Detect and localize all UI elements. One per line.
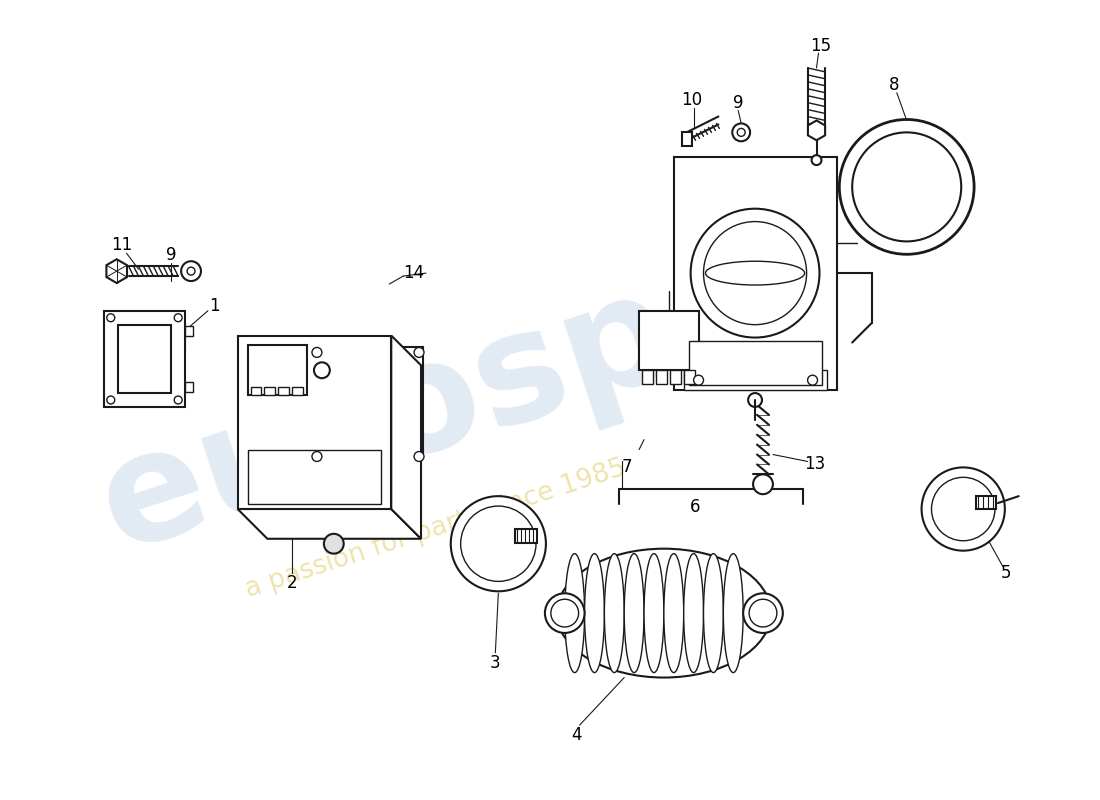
Circle shape	[704, 222, 806, 325]
Bar	[639, 310, 698, 370]
Circle shape	[314, 362, 330, 378]
Circle shape	[839, 119, 975, 254]
Text: eurosp: eurosp	[81, 258, 691, 582]
Circle shape	[691, 209, 820, 338]
Text: a passion for parts since 1985: a passion for parts since 1985	[242, 455, 629, 603]
Bar	[278, 387, 289, 395]
Text: 13: 13	[804, 455, 825, 474]
Polygon shape	[807, 121, 825, 140]
Bar	[670, 370, 681, 384]
Bar	[674, 157, 837, 390]
Bar	[976, 496, 996, 509]
Bar	[642, 370, 653, 384]
Bar	[185, 326, 192, 335]
Circle shape	[451, 496, 546, 591]
Circle shape	[187, 267, 195, 275]
Bar	[251, 387, 262, 395]
Text: 14: 14	[404, 264, 425, 282]
Circle shape	[315, 350, 418, 454]
Ellipse shape	[724, 554, 744, 673]
Circle shape	[182, 262, 201, 281]
Text: 9: 9	[733, 94, 744, 112]
Circle shape	[551, 599, 579, 627]
Text: 5: 5	[1001, 565, 1011, 582]
Text: 1: 1	[209, 297, 220, 315]
Text: 4: 4	[571, 726, 582, 744]
Text: 8: 8	[889, 76, 899, 94]
Ellipse shape	[584, 554, 604, 673]
Circle shape	[323, 534, 343, 554]
Bar	[118, 325, 172, 393]
Ellipse shape	[664, 554, 684, 673]
Bar	[248, 346, 307, 395]
Text: 2: 2	[287, 574, 297, 592]
Ellipse shape	[604, 554, 624, 673]
Polygon shape	[392, 335, 421, 538]
Text: 11: 11	[111, 236, 132, 254]
Bar	[185, 382, 192, 392]
Bar	[684, 370, 827, 390]
Circle shape	[461, 506, 536, 582]
Text: 3: 3	[490, 654, 500, 672]
Ellipse shape	[564, 554, 584, 673]
Circle shape	[807, 375, 817, 385]
Text: 6: 6	[691, 498, 701, 516]
Bar	[293, 387, 304, 395]
Circle shape	[812, 155, 822, 165]
Bar	[238, 335, 392, 509]
Circle shape	[748, 393, 762, 407]
Ellipse shape	[684, 554, 704, 673]
Polygon shape	[107, 259, 126, 283]
Bar	[684, 370, 694, 384]
Ellipse shape	[705, 262, 804, 285]
Text: 7: 7	[621, 458, 632, 477]
Circle shape	[852, 132, 961, 242]
Circle shape	[324, 360, 408, 444]
Circle shape	[922, 467, 1004, 550]
Polygon shape	[238, 509, 421, 538]
Circle shape	[312, 451, 322, 462]
Ellipse shape	[624, 554, 644, 673]
Bar	[248, 450, 382, 504]
Bar	[515, 529, 537, 542]
Ellipse shape	[557, 549, 771, 678]
Text: 10: 10	[681, 90, 702, 109]
Bar	[656, 370, 667, 384]
Circle shape	[744, 594, 783, 633]
Circle shape	[733, 123, 750, 142]
Bar	[264, 387, 275, 395]
Circle shape	[414, 451, 424, 462]
Circle shape	[694, 375, 704, 385]
Text: 9: 9	[166, 246, 176, 264]
Circle shape	[749, 599, 777, 627]
Bar	[682, 132, 692, 146]
Bar	[312, 347, 424, 458]
Circle shape	[737, 129, 745, 136]
Circle shape	[544, 594, 584, 633]
Circle shape	[312, 347, 322, 358]
Ellipse shape	[704, 554, 724, 673]
Bar	[689, 341, 823, 385]
Ellipse shape	[644, 554, 664, 673]
Circle shape	[414, 347, 424, 358]
Circle shape	[932, 478, 994, 541]
Bar	[103, 310, 185, 407]
Circle shape	[754, 474, 773, 494]
Text: 15: 15	[810, 37, 830, 55]
